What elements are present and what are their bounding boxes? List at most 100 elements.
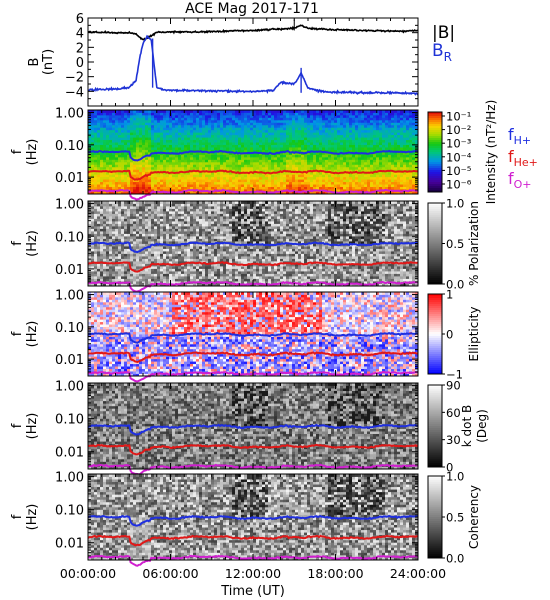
intensity-cell: [304, 110, 308, 113]
intensity-cell: [205, 142, 209, 145]
intensity-cell: [307, 171, 311, 175]
intensity-cell: [277, 164, 281, 168]
intensity-cell: [235, 174, 239, 178]
intensity-cell: [142, 176, 146, 180]
intensity-cell: [295, 127, 299, 131]
intensity-cell: [331, 122, 335, 126]
intensity-cell: [373, 137, 377, 141]
intensity-cell: [391, 139, 395, 143]
intensity-cell: [250, 110, 254, 113]
intensity-cell: [106, 164, 110, 168]
intensity-cell: [412, 139, 416, 143]
intensity-cell: [403, 117, 407, 121]
intensity-cell: [169, 139, 173, 143]
intensity-cell: [235, 137, 239, 141]
intensity-cell: [208, 171, 212, 175]
intensity-cell: [373, 164, 377, 168]
polarization-cell: [151, 278, 155, 282]
polarization-cell: [235, 271, 239, 274]
polarization-cell: [253, 276, 257, 279]
intensity-cell: [139, 139, 143, 143]
polarization-cell: [154, 281, 158, 284]
polarization-cell: [397, 271, 401, 274]
intensity-cell: [166, 124, 170, 128]
polarization-cell: [280, 278, 284, 282]
intensity-cell: [262, 137, 266, 141]
intensity-cell: [286, 127, 290, 131]
intensity-cell: [343, 124, 347, 128]
intensity-cell: [253, 164, 257, 168]
intensity-cell: [337, 137, 341, 141]
intensity-cell: [100, 147, 104, 150]
intensity-cell: [352, 186, 356, 190]
intensity-cell: [355, 179, 359, 183]
intensity-cell: [274, 147, 278, 150]
intensity-cell: [196, 114, 200, 118]
intensity-cell: [298, 110, 302, 113]
intensity-cell: [310, 119, 314, 123]
intensity-cell: [145, 119, 149, 123]
intensity-colorbar-step: [428, 138, 442, 141]
intensity-cell: [256, 134, 260, 138]
intensity-cell: [238, 149, 242, 153]
intensity-cell: [169, 181, 173, 185]
intensity-cell: [313, 110, 317, 113]
intensity-cell: [346, 154, 350, 158]
intensity-cell: [247, 137, 251, 141]
intensity-cell: [127, 156, 131, 160]
intensity-cell: [217, 152, 221, 155]
polarization-cell: [172, 271, 176, 274]
intensity-cell: [310, 181, 314, 185]
intensity-cell: [304, 142, 308, 145]
intensity-cell: [310, 124, 314, 128]
intensity-cell: [355, 122, 359, 126]
intensity-cell: [352, 176, 356, 180]
polarization-cell: [226, 283, 230, 287]
intensity-cell: [265, 186, 269, 190]
polarization-cell: [142, 278, 146, 282]
intensity-cell: [379, 186, 383, 190]
intensity-cell: [367, 164, 371, 168]
intensity-cell: [178, 127, 182, 131]
intensity-cell: [232, 171, 236, 175]
polarization-cell: [295, 271, 299, 274]
intensity-cell: [286, 142, 290, 145]
intensity-cell: [172, 134, 176, 138]
intensity-cell: [271, 181, 275, 185]
intensity-cell: [382, 179, 386, 183]
intensity-cell: [367, 129, 371, 133]
intensity-cell: [409, 179, 413, 183]
intensity-cell: [229, 171, 233, 175]
intensity-cell: [310, 112, 314, 116]
intensity-cell: [385, 112, 389, 116]
intensity-cell: [379, 176, 383, 180]
intensity-cell: [328, 119, 332, 123]
intensity-cell: [169, 142, 173, 145]
intensity-cell: [328, 124, 332, 128]
intensity-cell: [148, 122, 152, 126]
intensity-cell: [229, 124, 233, 128]
intensity-cell: [376, 186, 380, 190]
intensity-cell: [163, 119, 167, 123]
intensity-cell: [103, 117, 107, 121]
intensity-cell: [358, 184, 362, 187]
polarization-cell: [211, 263, 215, 267]
intensity-cell: [208, 149, 212, 153]
intensity-cell: [358, 169, 362, 173]
intensity-cell: [298, 142, 302, 145]
intensity-cell: [175, 169, 179, 173]
intensity-cell: [130, 149, 134, 153]
polarization-cell: [190, 266, 194, 269]
intensity-cell: [283, 161, 287, 165]
intensity-cell: [202, 179, 206, 183]
intensity-cell: [154, 161, 158, 165]
polarization-cell: [316, 273, 320, 277]
intensity-cell: [106, 191, 110, 195]
intensity-cell: [361, 119, 365, 123]
polarization-cell: [307, 268, 311, 272]
intensity-cell: [223, 110, 227, 113]
polarization-cell: [283, 268, 287, 272]
intensity-cell: [184, 159, 188, 163]
polarization-cell: [190, 278, 194, 282]
intensity-cell: [160, 147, 164, 150]
